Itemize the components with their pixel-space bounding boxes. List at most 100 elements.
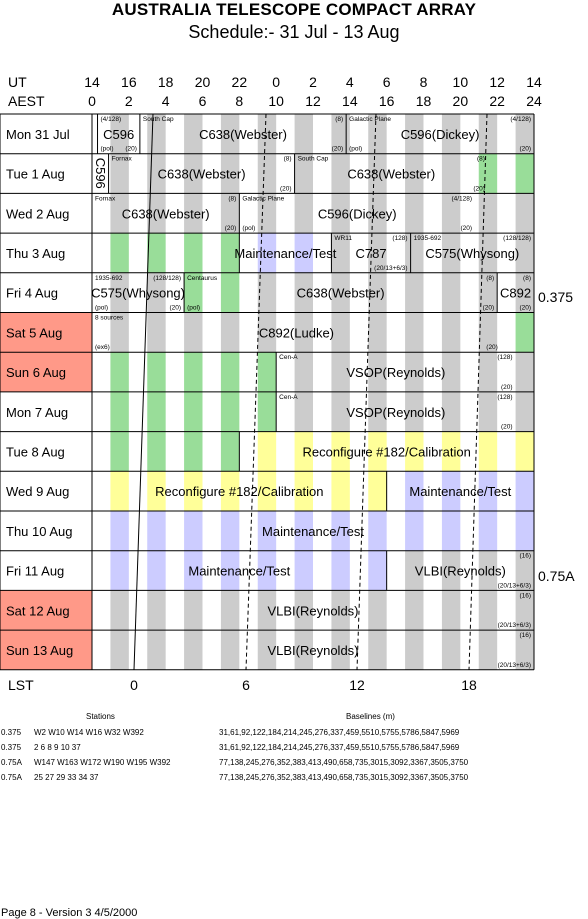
day-label: Sat 5 Aug [6, 325, 62, 340]
sky-stripe [110, 391, 129, 432]
block-note: (ex6) [95, 344, 110, 351]
sky-stripe [368, 312, 387, 353]
sky-stripe [220, 511, 240, 551]
block-label: C596(Dickey) [401, 127, 480, 142]
block-note: South Cap [143, 116, 174, 123]
sky-stripe [294, 550, 313, 591]
sky-stripe [368, 630, 387, 670]
sky-stripe [405, 233, 424, 273]
sky-stripe [478, 272, 498, 313]
block-label: Maintenance/Test [262, 524, 364, 539]
sky-stripe [441, 153, 461, 194]
aest-tick: 10 [268, 93, 284, 109]
sky-stripe [441, 550, 461, 591]
block-note: (8) [284, 156, 292, 163]
baseline-list: 31,61,92,122,184,214,245,276,337,459,551… [219, 743, 460, 752]
stations-header: Stations [86, 712, 115, 721]
sky-stripe [478, 590, 498, 631]
sky-stripe [515, 352, 534, 392]
block-note: Galactic Plane [242, 195, 284, 202]
aest-tick: 6 [198, 93, 207, 109]
sky-stripe [220, 431, 240, 472]
sky-stripe [478, 391, 498, 432]
block-label: C787 [355, 246, 386, 261]
sky-stripe [184, 431, 203, 472]
aest-tick: 14 [342, 93, 358, 109]
sky-stripe [184, 272, 203, 313]
sky-stripe [220, 391, 240, 432]
lst-tick: 12 [349, 677, 365, 693]
lst-line [245, 113, 267, 670]
sky-stripe [220, 312, 240, 353]
station-list: 25 27 29 33 34 37 [34, 773, 99, 782]
day-label: Wed 2 Aug [6, 206, 69, 221]
block-note: Fornax [112, 156, 133, 163]
sky-stripe [515, 590, 534, 631]
sky-stripe [294, 114, 313, 154]
block-note: (128/128) [153, 275, 181, 282]
sky-stripe [257, 630, 277, 670]
block-note: (20) [332, 146, 344, 153]
sky-stripe [331, 312, 350, 353]
block-label: Reconfigure #182/Calibration [155, 484, 323, 499]
station-list: 2 6 8 9 10 37 [34, 743, 81, 752]
sky-stripe [478, 550, 498, 591]
sky-stripe [515, 511, 534, 551]
sky-stripe [147, 352, 166, 392]
weekend-cell [0, 630, 92, 670]
aest-tick: 16 [378, 93, 395, 109]
sky-stripe [294, 153, 313, 194]
sky-stripe [515, 153, 534, 194]
block-note: (8) [486, 275, 494, 282]
day-label: Tue 8 Aug [6, 444, 65, 459]
sky-stripe [331, 550, 350, 591]
block-note: (16) [519, 632, 531, 639]
day-label: Sat 12 Aug [6, 603, 70, 618]
station-list: W147 W163 W172 W190 W195 W392 [34, 758, 171, 767]
sky-stripe [515, 272, 534, 313]
sky-stripe [257, 590, 277, 631]
sky-stripe [441, 193, 461, 234]
sky-stripe [110, 233, 129, 273]
ut-label: UT [8, 74, 27, 90]
ut-tick: 4 [345, 74, 354, 90]
day-label: Mon 31 Jul [6, 127, 70, 142]
sky-stripe [147, 550, 166, 591]
sky-stripe [257, 233, 277, 273]
lst-tick: 0 [130, 677, 138, 693]
sky-stripe [110, 550, 129, 591]
sky-stripe [294, 391, 313, 432]
block-label: VLBI(Reynolds) [415, 564, 506, 579]
block-label: C575(Whysong) [91, 286, 185, 301]
sky-stripe [441, 312, 461, 353]
sky-stripe [368, 272, 387, 313]
block-note: (20) [486, 344, 498, 351]
sky-stripe [220, 153, 240, 194]
sky-stripe [405, 630, 424, 670]
sky-stripe [294, 431, 313, 472]
sky-stripe [257, 391, 277, 432]
sky-stripe [331, 352, 350, 392]
sky-stripe [257, 352, 277, 392]
block-label: C638(Webster) [122, 206, 210, 221]
aest-tick: 24 [526, 93, 542, 109]
sky-stripe [147, 471, 166, 511]
block-note: South Cap [298, 156, 329, 163]
block-label: C892(Ludke) [259, 325, 334, 340]
weekend-cell [0, 312, 92, 353]
sky-stripe [441, 352, 461, 392]
sky-stripe [257, 471, 277, 511]
day-label: Mon 7 Aug [6, 405, 68, 420]
block-note: (20/13+6/3) [498, 662, 531, 669]
sky-stripe [478, 312, 498, 353]
block-note: 1935-692 [95, 275, 123, 282]
sky-stripe [478, 471, 498, 511]
sky-stripe [110, 352, 129, 392]
sky-stripe [368, 391, 387, 432]
block-note: (20) [473, 185, 485, 192]
block-note: (20) [519, 305, 531, 312]
sky-stripe [110, 153, 129, 194]
sky-stripe [220, 233, 240, 273]
sky-stripe [184, 233, 203, 273]
sky-stripe [147, 233, 166, 273]
